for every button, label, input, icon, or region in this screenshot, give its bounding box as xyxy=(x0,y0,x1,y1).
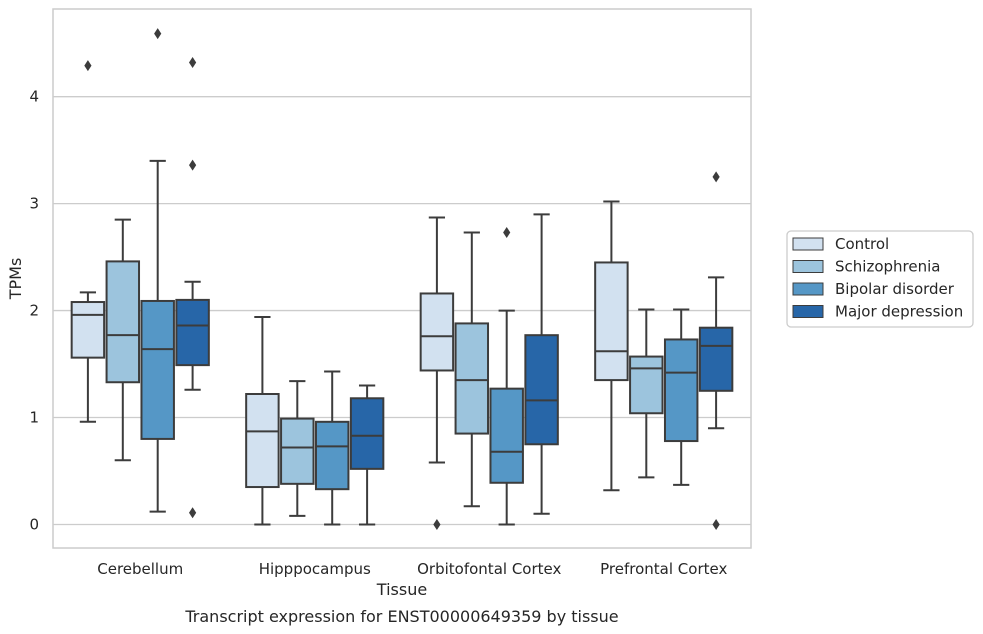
box-iqr xyxy=(105,260,141,384)
series-schizophrenia xyxy=(105,218,664,517)
box-iqr xyxy=(280,417,315,485)
box-iqr xyxy=(349,397,385,470)
x-tick-label: Prefrontal Cortex xyxy=(600,560,727,578)
box-iqr xyxy=(454,322,490,435)
box-prefrontal-cortex xyxy=(698,171,734,530)
outlier-point xyxy=(712,171,720,183)
series-major-depression xyxy=(175,56,734,530)
outlier-point xyxy=(84,60,92,72)
legend-item: Major depression xyxy=(792,303,963,321)
legend-swatch xyxy=(792,260,824,273)
box-hipppocampus xyxy=(280,380,315,517)
box-iqr xyxy=(175,298,210,367)
y-tick-label: 3 xyxy=(29,195,39,213)
box-hipppocampus xyxy=(314,370,350,526)
legend-swatch xyxy=(792,282,824,296)
plot-frame xyxy=(52,8,752,549)
outlier-point xyxy=(712,518,720,530)
outlier-point xyxy=(154,28,162,40)
legend-item: Control xyxy=(792,235,889,253)
box-orbitofontal-cortex xyxy=(419,216,455,530)
box-prefrontal-cortex xyxy=(594,200,629,492)
outlier-point xyxy=(433,518,441,530)
x-tick-label: Cerebellum xyxy=(97,560,183,578)
box-orbitofontal-cortex xyxy=(489,227,524,526)
legend-label: Schizophrenia xyxy=(835,258,940,276)
box-iqr xyxy=(314,420,350,491)
box-hipppocampus xyxy=(349,384,385,526)
legend-item: Bipolar disorder xyxy=(792,280,955,298)
box-orbitofontal-cortex xyxy=(524,213,559,515)
box-iqr xyxy=(663,338,699,443)
box-iqr xyxy=(245,393,280,489)
outlier-point xyxy=(189,159,197,171)
series-control xyxy=(70,60,629,530)
box-cerebellum xyxy=(175,56,210,519)
box-plot-series xyxy=(70,28,734,530)
x-axis-ticks: Cerebellum Hipppocampus Orbitofontal Corte… xyxy=(97,560,727,578)
series-bipolar-disorder xyxy=(140,28,699,526)
y-axis-ticks: 0 1 2 3 4 xyxy=(29,88,39,534)
legend-swatch xyxy=(792,237,824,251)
y-axis-label: TPMs xyxy=(6,258,25,301)
chart-title: Transcript expression for ENST0000064935… xyxy=(184,607,618,626)
legend-item: Schizophrenia xyxy=(792,258,940,276)
y-tick-label: 1 xyxy=(29,409,39,427)
box-iqr xyxy=(698,326,734,392)
box-iqr xyxy=(140,299,175,440)
box-prefrontal-cortex xyxy=(629,308,664,479)
box-hipppocampus xyxy=(245,316,280,526)
box-cerebellum xyxy=(105,218,141,462)
x-tick-label: Orbitofontal Cortex xyxy=(417,560,561,578)
box-iqr xyxy=(419,292,455,372)
legend-label: Bipolar disorder xyxy=(835,280,955,298)
legend-swatch xyxy=(792,305,824,318)
y-tick-label: 2 xyxy=(29,302,39,320)
legend-frame xyxy=(786,230,974,328)
x-axis-label: Tissue xyxy=(376,580,427,599)
box-cerebellum xyxy=(140,28,175,513)
outlier-point xyxy=(189,507,197,519)
box-iqr xyxy=(629,355,664,415)
legend-label: Control xyxy=(835,235,889,253)
box-iqr xyxy=(594,261,629,382)
x-tick-label: Hipppocampus xyxy=(259,560,371,578)
box-cerebellum xyxy=(70,60,106,423)
box-orbitofontal-cortex xyxy=(454,231,490,508)
box-iqr xyxy=(70,301,106,359)
box-iqr xyxy=(489,387,524,484)
box-iqr xyxy=(524,334,559,446)
outlier-point xyxy=(189,56,197,68)
y-tick-label: 4 xyxy=(29,88,39,106)
box-prefrontal-cortex xyxy=(663,308,699,486)
y-tick-label: 0 xyxy=(29,515,39,533)
outlier-point xyxy=(503,227,511,239)
legend-label: Major depression xyxy=(835,303,963,321)
legend: Control Schizophrenia Bipolar disorder Majo… xyxy=(786,230,974,328)
